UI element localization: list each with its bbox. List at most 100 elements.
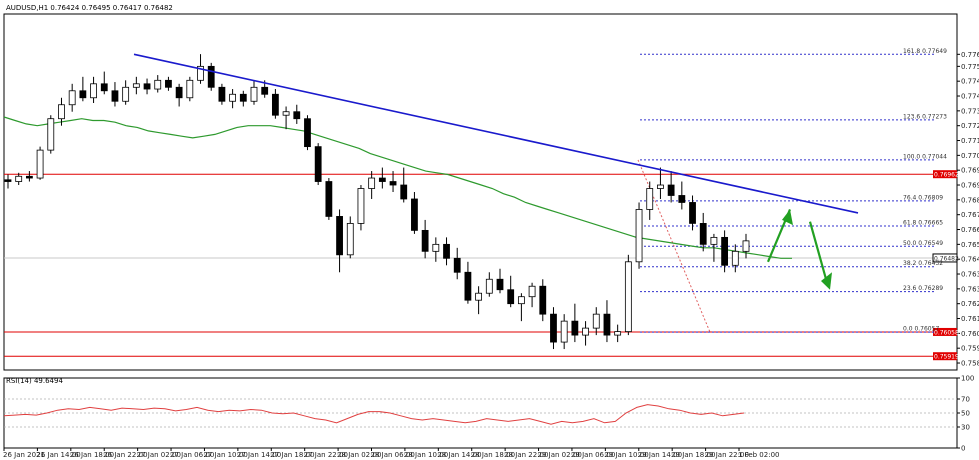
candle-body xyxy=(710,236,718,245)
candle xyxy=(411,192,418,234)
candle xyxy=(357,185,365,231)
time-axis-label: 28 Jan 02:00 xyxy=(337,451,381,459)
candle-body xyxy=(453,257,461,273)
price-axis-label: 0.76390 xyxy=(961,271,979,279)
candle-body xyxy=(421,229,429,252)
candle xyxy=(710,233,718,262)
candle xyxy=(539,279,547,322)
price-axis-label: 0.76985 xyxy=(961,167,979,175)
chart-title: AUDUSD,H1 0.76424 0.76495 0.76417 0.7648… xyxy=(6,4,173,12)
candle xyxy=(90,76,97,103)
candle-body xyxy=(624,261,632,333)
candle xyxy=(742,233,750,259)
projection-arrowhead-down xyxy=(821,272,832,290)
rsi-axis-label: 0 xyxy=(961,445,965,453)
time-axis-label: 28 Jan 06:00 xyxy=(371,451,415,459)
price-axis-label: 0.77649 xyxy=(961,51,979,59)
candle xyxy=(453,247,461,280)
candle-body xyxy=(282,111,290,116)
candle-body xyxy=(261,86,269,95)
price-axis-label: 0.76220 xyxy=(961,300,979,308)
price-axis-label: 0.76900 xyxy=(961,182,979,190)
candle xyxy=(271,89,279,119)
candle-body xyxy=(47,118,55,151)
candle xyxy=(721,230,729,273)
candle-body xyxy=(400,184,408,200)
time-axis-label: 29 Jan 06:00 xyxy=(571,451,615,459)
candle-body xyxy=(571,320,579,336)
price-axis-label: 0.77495 xyxy=(961,78,979,86)
fib-level-label: 50.0 0.76549 xyxy=(903,240,943,247)
price-axis-label: 0.77325 xyxy=(961,107,979,115)
candle-body xyxy=(346,223,354,256)
projection-arrowhead-up xyxy=(782,209,793,226)
horizontal-level-label: 0.76058 xyxy=(934,329,959,336)
rsi-axis-label: 100 xyxy=(961,375,974,383)
candle-body xyxy=(635,209,643,263)
time-axis-label: 27 Jan 06:00 xyxy=(170,451,214,459)
candle xyxy=(58,97,65,126)
candle-body xyxy=(657,184,664,189)
time-axis-label: 29 Jan 22:00 xyxy=(705,451,749,459)
candle xyxy=(132,76,140,95)
current-price-tag xyxy=(932,253,958,263)
candle xyxy=(325,178,333,220)
candle-body xyxy=(122,86,130,102)
candle xyxy=(239,90,247,107)
fib-level-label: 161.8 0.77649 xyxy=(903,48,947,55)
candle xyxy=(678,181,686,210)
candle-body xyxy=(389,181,397,186)
price-axis-label: 0.77155 xyxy=(961,137,979,145)
time-axis-label: 29 Jan 18:00 xyxy=(671,451,715,459)
candle-body xyxy=(699,223,707,245)
fib-anchor-line xyxy=(637,159,711,333)
candle xyxy=(699,212,707,252)
rsi-axis-label: 50 xyxy=(961,410,970,418)
candle-body xyxy=(68,90,76,106)
candle xyxy=(229,89,237,109)
time-axis-label: 29 Jan 10:00 xyxy=(604,451,648,459)
projection-arrow-down xyxy=(808,221,830,287)
candle-body xyxy=(15,175,23,182)
candle xyxy=(464,261,472,304)
candle-body xyxy=(667,184,675,196)
candle-body xyxy=(496,278,504,291)
candle xyxy=(36,146,44,180)
time-axis-label: 27 Jan 02:00 xyxy=(137,451,181,459)
candle xyxy=(507,275,515,308)
horizontal-level-tag xyxy=(933,352,957,361)
candle xyxy=(667,171,675,203)
candle xyxy=(111,82,119,107)
candle xyxy=(336,209,343,273)
candle-body xyxy=(517,296,525,305)
fib-level-label: 38.2 0.76432 xyxy=(903,260,943,267)
candle xyxy=(15,172,23,186)
candle-body xyxy=(25,175,33,179)
candle xyxy=(603,300,611,343)
candle xyxy=(68,83,76,112)
candle-body xyxy=(507,289,515,305)
time-axis-label: 26 Jan 18:00 xyxy=(70,451,114,459)
horizontal-level-tag xyxy=(933,327,957,336)
candle-body xyxy=(325,181,333,217)
candle-body xyxy=(111,90,119,102)
candle-body xyxy=(528,285,536,298)
fib-level-label: 23.6 0.76289 xyxy=(903,285,943,292)
candle-body xyxy=(582,327,589,336)
candle-body xyxy=(293,111,301,120)
candle-body xyxy=(250,86,258,102)
candle-body xyxy=(239,93,247,102)
candle xyxy=(443,237,450,266)
candle-body xyxy=(357,188,365,224)
candle xyxy=(207,62,215,91)
candle-body xyxy=(378,177,386,182)
candle-body xyxy=(58,104,65,120)
candle xyxy=(646,181,654,220)
candle xyxy=(314,143,322,186)
moving-average-line xyxy=(3,116,792,259)
candle xyxy=(496,268,504,294)
candle-body xyxy=(742,240,750,252)
candle xyxy=(560,314,568,350)
rsi-axis-label: 30 xyxy=(961,424,970,432)
